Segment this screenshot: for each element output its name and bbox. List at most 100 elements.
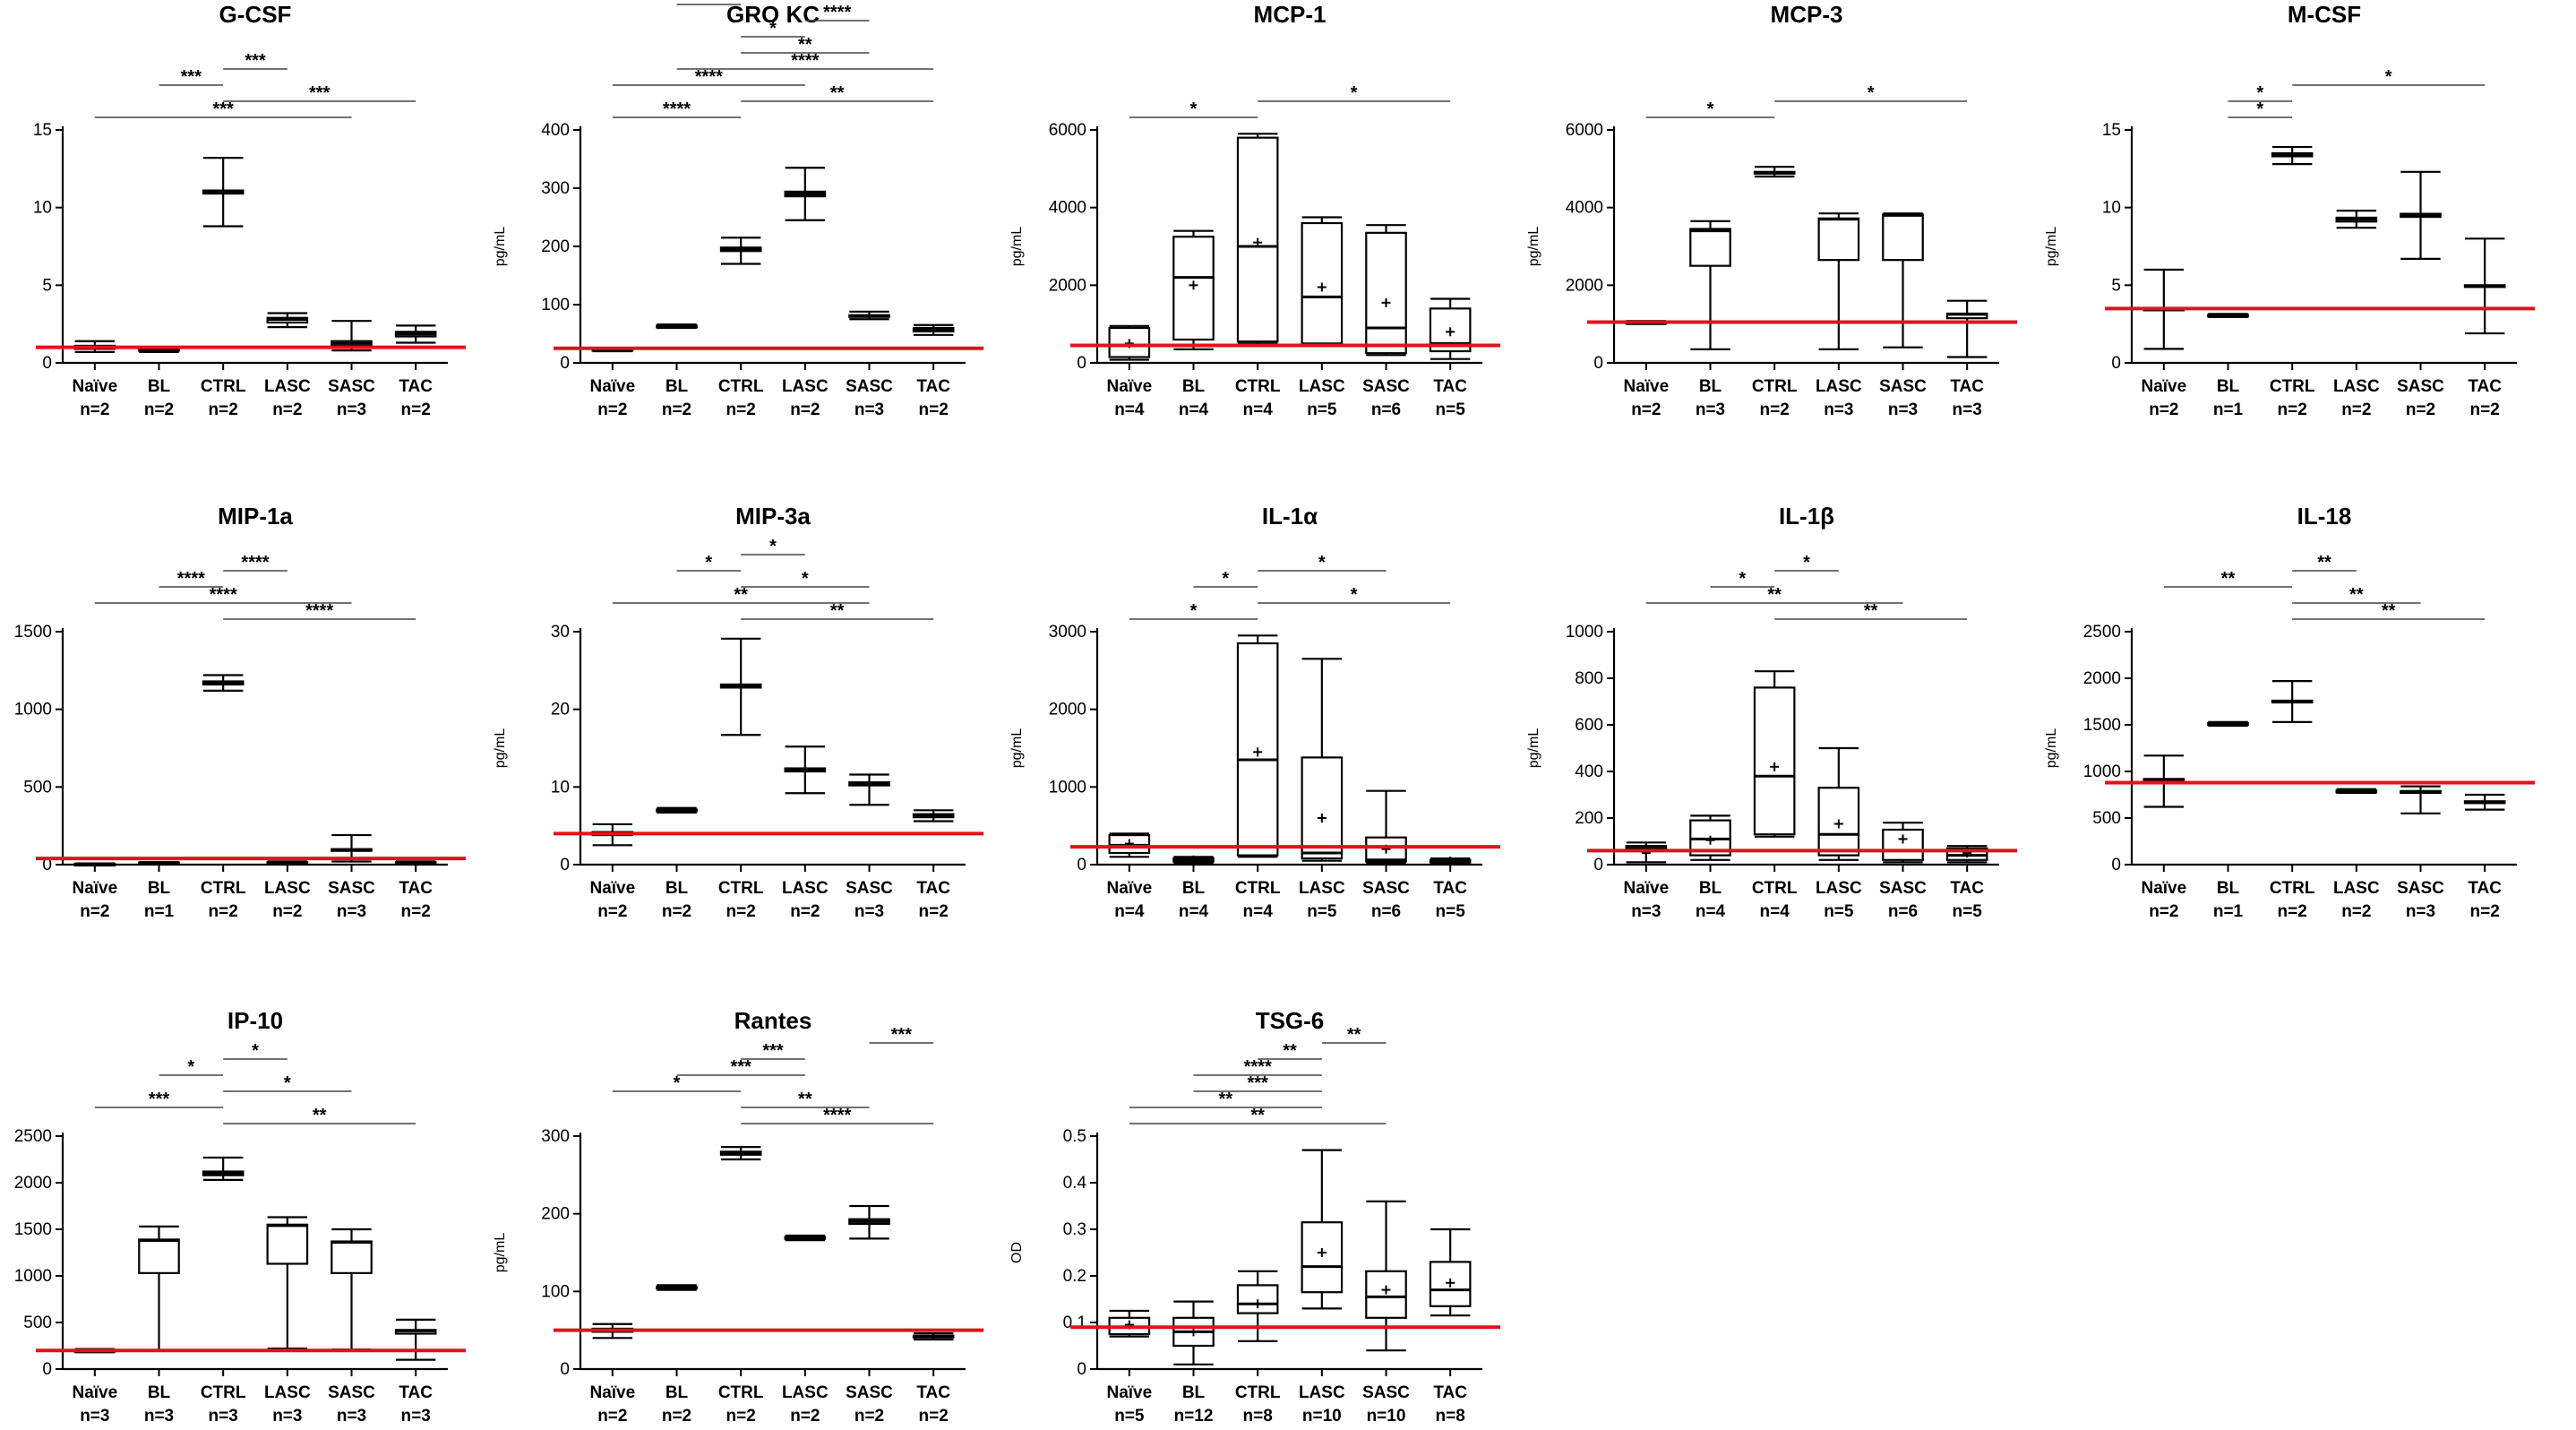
x-category-label: SASC [2397, 879, 2444, 898]
significance-label: ** [798, 1090, 812, 1109]
box-ctrl [1753, 670, 1796, 838]
y-tick-label: 1500 [14, 623, 52, 642]
y-tick-label: 5 [42, 276, 52, 295]
y-tick-label: 1500 [2083, 716, 2121, 735]
x-category-label: BL [1182, 1383, 1206, 1402]
significance-label: * [1351, 585, 1358, 605]
x-n-label: n=2 [2278, 902, 2307, 921]
significance-label: ** [1283, 1041, 1297, 1061]
x-category-label: BL [1699, 879, 1722, 898]
panel-il-1-: IL-1β 0 200 400 600 800 1000 pg/mL Naïve n=3 BL n=4… [1526, 503, 2017, 921]
box-tac [394, 324, 437, 344]
x-category-label: SASC [1362, 1383, 1410, 1402]
significance-label: ** [1250, 1106, 1265, 1125]
significance-label: ** [734, 585, 748, 605]
y-tick-label: 0 [560, 354, 570, 373]
y-tick-label: 2000 [1049, 276, 1086, 295]
y-tick-label: 800 [1575, 669, 1603, 688]
x-n-label: n=2 [2149, 902, 2178, 921]
x-n-label: n=4 [1114, 902, 1145, 921]
y-tick-label: 30 [551, 623, 570, 642]
box-bl [656, 806, 698, 814]
iqr-box [331, 1240, 373, 1274]
iqr-box [138, 1238, 180, 1274]
x-category-label: Naïve [589, 879, 635, 898]
significance-label: ** [830, 601, 845, 621]
x-category-label: Naïve [72, 879, 117, 898]
x-category-label: BL [1182, 377, 1206, 396]
iqr-box [1301, 756, 1344, 860]
y-tick-label: 100 [541, 1282, 570, 1301]
x-n-label: n=2 [662, 902, 691, 921]
x-category-label: Naïve [2141, 377, 2186, 396]
x-category-label: BL [2217, 879, 2240, 898]
panel-g-csf: G-CSF051015pg/mLNaïven=2BLn=2CTRLn=2LASC… [33, 1, 466, 419]
box-lasc [266, 312, 309, 329]
panel-title: TSG-6 [1256, 1007, 1325, 1034]
significance-label: *** [891, 1025, 913, 1045]
y-tick-label: 10 [33, 199, 52, 218]
x-category-label: Naïve [589, 377, 635, 396]
significance-label: * [1318, 553, 1326, 573]
box-sasc [331, 1228, 373, 1351]
y-tick-label: 400 [1575, 762, 1603, 781]
x-n-label: n=2 [2341, 902, 2371, 921]
y-tick-label: 20 [551, 701, 570, 719]
x-category-label: LASC [2333, 879, 2380, 898]
x-category-label: CTRL [1235, 879, 1281, 898]
box-tac [1945, 845, 1988, 864]
x-n-label: n=3 [401, 1407, 431, 1426]
y-tick-label: 2000 [2083, 669, 2121, 688]
box-bl [2207, 720, 2249, 728]
x-n-label: n=1 [144, 902, 175, 921]
x-category-label: BL [665, 377, 689, 396]
box-sasc [848, 310, 890, 321]
x-category-label: BL [2217, 377, 2240, 396]
box-lasc [1301, 1149, 1344, 1310]
x-category-label: SASC [1879, 377, 1927, 396]
significance-label: *** [1247, 1073, 1268, 1093]
y-axis-label: pg/mL [2044, 227, 2059, 267]
box-lasc [1301, 216, 1344, 347]
x-n-label: n=2 [272, 401, 302, 419]
y-tick-label: 400 [541, 121, 570, 140]
x-n-label: n=2 [662, 1407, 691, 1426]
box-tac [394, 860, 437, 866]
box-bl [1172, 1300, 1215, 1365]
panel-title: MIP-1a [218, 503, 293, 530]
box-lasc [1301, 658, 1344, 862]
significance-label: *** [730, 1057, 751, 1077]
significance-label: ** [2317, 553, 2331, 573]
x-n-label: n=10 [1302, 1407, 1342, 1426]
x-n-label: n=2 [726, 1407, 756, 1426]
y-tick-label: 0.5 [1063, 1127, 1086, 1146]
x-n-label: n=2 [919, 902, 949, 921]
x-category-label: SASC [846, 879, 893, 898]
significance-label: ** [702, 0, 717, 6]
x-n-label: n=2 [2470, 401, 2500, 419]
x-n-label: n=2 [401, 401, 431, 419]
y-tick-label: 200 [1575, 809, 1603, 828]
x-n-label: n=3 [209, 1407, 238, 1426]
x-category-label: SASC [1362, 879, 1410, 898]
x-category-label: SASC [1879, 879, 1927, 898]
y-tick-label: 1000 [2083, 762, 2121, 781]
iqr-box [1301, 221, 1344, 345]
box-tac [2463, 793, 2506, 811]
significance-label: * [674, 1073, 681, 1093]
panel-title: IL-1β [1779, 503, 1834, 530]
y-tick-label: 1500 [14, 1220, 52, 1239]
x-n-label: n=2 [2278, 401, 2307, 419]
x-category-label: TAC [1950, 879, 1984, 898]
y-tick-label: 0 [2111, 354, 2121, 373]
x-n-label: n=5 [1436, 401, 1466, 419]
x-n-label: n=8 [1436, 1407, 1465, 1426]
box-bl [1172, 229, 1215, 350]
x-n-label: n=2 [144, 401, 174, 419]
box-tac [912, 1332, 955, 1341]
x-n-label: n=3 [337, 401, 366, 419]
y-tick-label: 500 [2092, 809, 2121, 828]
box-lasc [784, 745, 827, 795]
y-tick-label: 6000 [1566, 121, 1603, 140]
box-bl [1172, 855, 1215, 865]
